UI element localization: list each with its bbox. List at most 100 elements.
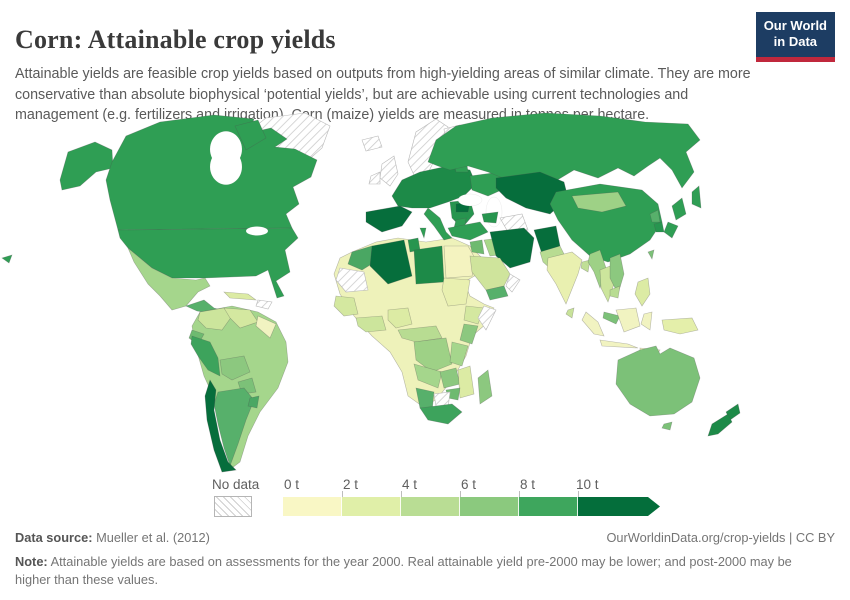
region-sri-lanka[interactable] <box>565 307 575 319</box>
region-nigeria[interactable] <box>387 307 413 329</box>
region-hawaii[interactable] <box>1 254 13 264</box>
region-tanzania[interactable] <box>449 341 469 367</box>
region-iran[interactable] <box>489 227 535 269</box>
chart-note: Note: Attainable yields are based on ass… <box>15 553 815 589</box>
data-source: Data source: Mueller et al. (2012) <box>15 530 210 545</box>
chart-footer: Data source: Mueller et al. (2012) OurWo… <box>15 530 835 589</box>
region-cambodia[interactable] <box>609 285 621 299</box>
region-canada-baffin[interactable] <box>234 119 267 151</box>
region-australia[interactable] <box>615 345 701 417</box>
legend-no-data-swatch[interactable] <box>214 496 252 517</box>
region-algeria[interactable] <box>369 239 413 285</box>
region-kenya[interactable] <box>459 323 479 345</box>
legend-tickmark <box>519 491 520 497</box>
note-text: Attainable yields are based on assessmen… <box>15 554 792 587</box>
region-argentina[interactable] <box>213 387 255 467</box>
region-philippines[interactable] <box>634 277 651 307</box>
owid-logo-line2: in Data <box>773 34 818 50</box>
region-mozambique[interactable] <box>457 365 475 399</box>
region-turkmenistan[interactable] <box>499 213 529 233</box>
region-madagascar[interactable] <box>477 369 493 405</box>
region-japan-south[interactable] <box>663 221 679 239</box>
region-bolivia[interactable] <box>219 355 251 381</box>
region-syria-levant[interactable] <box>469 239 485 255</box>
legend-tick-2: 2 t <box>343 477 359 492</box>
region-russia[interactable] <box>427 112 701 189</box>
region-ireland[interactable] <box>368 171 381 185</box>
legend-bin-0-2[interactable] <box>283 497 342 516</box>
region-malaysia[interactable] <box>602 311 621 325</box>
region-bangladesh[interactable] <box>580 259 591 273</box>
region-papua-new-guinea[interactable] <box>661 317 699 335</box>
region-venezuela[interactable] <box>223 307 259 329</box>
legend-tickmark <box>401 491 402 497</box>
region-mexico[interactable] <box>127 247 211 311</box>
region-south-korea[interactable] <box>653 221 665 233</box>
region-cote-divoire-ghana[interactable] <box>355 315 387 333</box>
owid-url-link[interactable]: OurWorldinData.org/crop-yields | CC BY <box>606 530 835 545</box>
owid-logo[interactable]: Our World in Data <box>755 12 835 62</box>
region-yemen[interactable] <box>485 285 509 301</box>
chart-subtitle: Attainable yields are feasible crop yiel… <box>15 66 751 123</box>
region-angola[interactable] <box>413 363 443 389</box>
region-vietnam[interactable] <box>609 253 625 295</box>
legend-bin-8-10[interactable] <box>519 497 578 516</box>
region-zambia[interactable] <box>439 367 461 389</box>
region-libya[interactable] <box>413 245 445 285</box>
region-united-kingdom[interactable] <box>379 155 399 187</box>
data-source-label: Data source: <box>15 530 93 545</box>
legend-bin-2-4[interactable] <box>342 497 401 516</box>
region-new-zealand-south[interactable] <box>707 413 733 437</box>
legend-color-bar <box>283 497 660 516</box>
region-guyana-suriname[interactable] <box>255 315 277 339</box>
sea-black <box>457 193 483 207</box>
region-spain[interactable] <box>365 205 413 233</box>
world-map-container <box>0 108 850 474</box>
region-hispaniola[interactable] <box>255 299 273 310</box>
legend-bin-6-8[interactable] <box>460 497 519 516</box>
page-title: Corn: Attainable crop yields <box>15 25 336 55</box>
region-caucasus[interactable] <box>481 211 499 224</box>
region-sulawesi[interactable] <box>640 311 653 331</box>
region-borneo[interactable] <box>615 307 641 333</box>
region-western-central-europe[interactable] <box>391 165 477 209</box>
region-cameroon-central-africa[interactable] <box>397 325 443 343</box>
region-sardinia[interactable] <box>419 227 427 240</box>
region-kazakhstan-uzbekistan[interactable] <box>495 171 569 215</box>
region-alaska[interactable] <box>59 141 114 191</box>
region-japan-north[interactable] <box>671 197 687 221</box>
region-uruguay[interactable] <box>247 395 260 409</box>
region-italy[interactable] <box>423 207 453 241</box>
region-taiwan[interactable] <box>647 249 655 260</box>
region-sumatra[interactable] <box>581 311 605 337</box>
region-dr-congo[interactable] <box>413 337 453 373</box>
sea-great-lakes <box>245 226 269 236</box>
region-java[interactable] <box>599 339 639 349</box>
region-chile[interactable] <box>204 379 237 473</box>
region-somalia[interactable] <box>477 305 497 331</box>
region-western-sahara-mauritania[interactable] <box>335 267 369 293</box>
sea-hudson-bay <box>209 131 243 185</box>
legend-tick-0: 0 t <box>284 477 300 492</box>
region-tasmania[interactable] <box>661 421 673 431</box>
legend-tick-8: 8 t <box>520 477 536 492</box>
region-peru[interactable] <box>190 335 221 377</box>
region-oman[interactable] <box>505 273 521 293</box>
region-iceland[interactable] <box>361 135 383 152</box>
region-cuba[interactable] <box>223 291 258 301</box>
region-south-africa[interactable] <box>419 403 463 425</box>
legend-tickmark <box>578 491 579 497</box>
region-senegal-guinea[interactable] <box>333 295 359 317</box>
region-north-korea[interactable] <box>649 209 661 223</box>
region-mongolia[interactable] <box>571 191 627 213</box>
legend-tick-4: 4 t <box>402 477 418 492</box>
legend-bin-4-6[interactable] <box>401 497 460 516</box>
legend-bin-10-plus[interactable] <box>578 497 660 516</box>
legend-tick-10: 10 t <box>576 477 599 492</box>
region-sudan[interactable] <box>441 277 471 307</box>
data-source-value: Mueller et al. (2012) <box>96 530 210 545</box>
region-turkey[interactable] <box>447 221 489 241</box>
region-sakhalin[interactable] <box>691 185 702 209</box>
region-india[interactable] <box>546 251 583 305</box>
legend-tickmark <box>460 491 461 497</box>
